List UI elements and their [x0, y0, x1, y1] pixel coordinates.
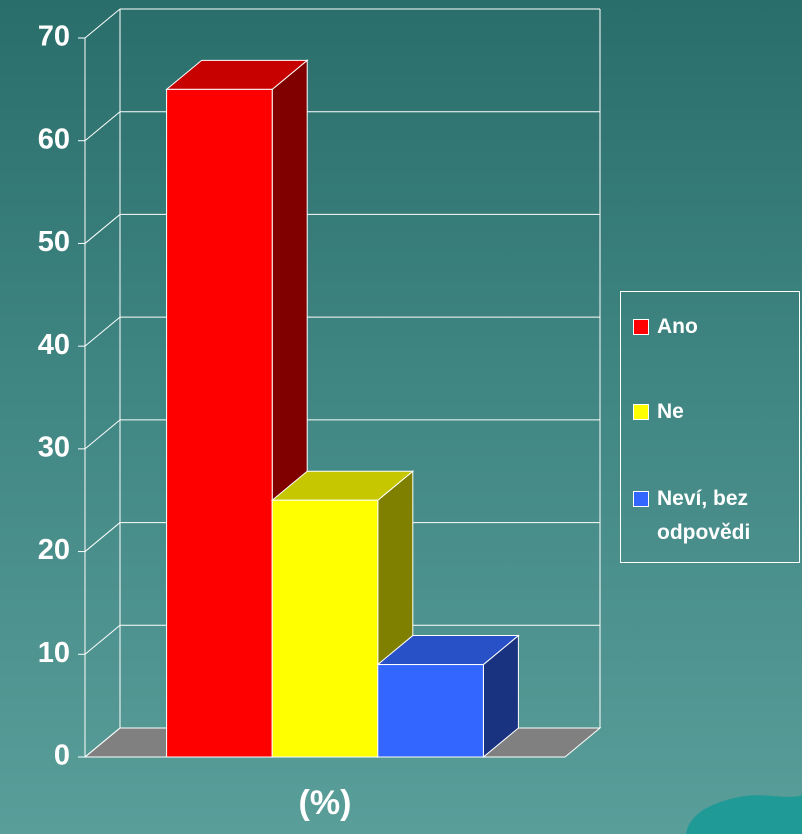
grid-line [85, 523, 120, 552]
grid-line [85, 112, 120, 141]
y-tick-label: 10 [38, 637, 70, 669]
legend-swatch [633, 319, 649, 335]
legend-entry: Neví, bez odpovědi [633, 482, 793, 550]
legend-swatch [633, 491, 649, 507]
y-tick-label: 0 [54, 740, 70, 772]
legend: Ano Ne Neví, bez odpovědi [620, 291, 800, 563]
legend-label: Ano [657, 310, 698, 344]
legend-label: Ne [657, 395, 684, 429]
y-tick-label: 40 [38, 329, 70, 361]
grid-line [85, 625, 120, 654]
x-axis-label: (%) [299, 784, 352, 822]
y-tick-label: 70 [38, 21, 70, 53]
legend-label: Neví, bez odpovědi [657, 482, 793, 550]
y-tick-label: 60 [38, 123, 70, 155]
legend-swatch [633, 404, 649, 420]
decoration [686, 795, 802, 834]
bar [167, 89, 273, 757]
grid-line [85, 9, 120, 38]
grid-line [85, 317, 120, 346]
y-tick-label: 50 [38, 226, 70, 258]
bar [378, 665, 484, 757]
grid-line [85, 214, 120, 243]
legend-entry: Ne [633, 395, 793, 429]
y-tick-label: 30 [38, 432, 70, 464]
grid-line [85, 420, 120, 449]
page: {"chart_data": {"type": "bar3d", "x_labe… [0, 0, 802, 834]
y-tick-label: 20 [38, 534, 70, 566]
legend-entry: Ano [633, 310, 793, 344]
bar [272, 500, 378, 757]
